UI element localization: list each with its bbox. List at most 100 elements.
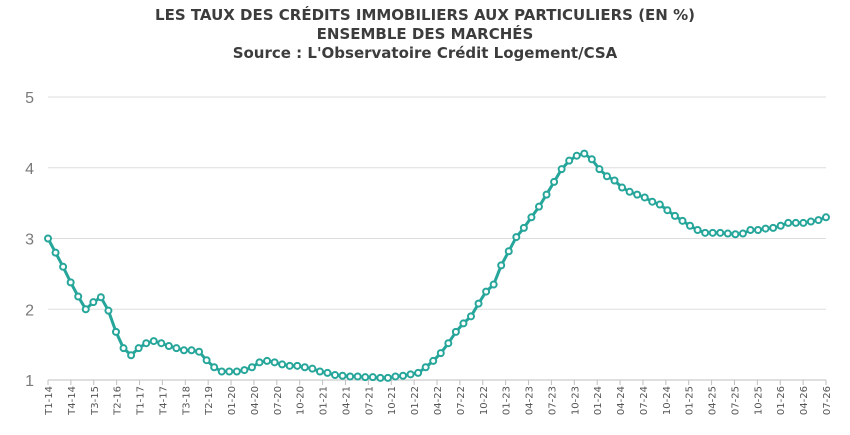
- data-point: [104, 306, 113, 315]
- x-tick-label: 07-20: [273, 386, 284, 415]
- data-point: [769, 223, 778, 232]
- data-point: [96, 293, 105, 302]
- data-point: [822, 213, 830, 222]
- data-point: [202, 356, 211, 365]
- data-point: [247, 363, 256, 372]
- data-point: [376, 373, 385, 382]
- data-point: [142, 339, 151, 348]
- x-tick-label: 01-25: [685, 386, 696, 415]
- data-point: [232, 367, 241, 376]
- data-point: [444, 339, 453, 348]
- x-tick-label: T1-14: [44, 386, 55, 416]
- data-point: [127, 351, 136, 360]
- data-point: [708, 228, 717, 237]
- data-point: [602, 172, 611, 181]
- data-point: [361, 373, 370, 382]
- data-point: [459, 319, 468, 328]
- data-point: [399, 371, 408, 380]
- x-tick-label: 07-24: [639, 386, 650, 415]
- data-point: [157, 339, 166, 348]
- y-axis-ticks: 1 2 3 4 5: [25, 90, 34, 390]
- x-tick-label: 01-20: [227, 386, 238, 415]
- y-tick-label: 1: [25, 373, 34, 390]
- x-tick-label: T3-15: [90, 386, 101, 416]
- data-point: [285, 361, 294, 370]
- data-point: [353, 372, 362, 381]
- x-tick-label: 01-26: [776, 386, 787, 415]
- data-point: [731, 230, 740, 239]
- x-tick-label: T1-17: [136, 386, 147, 416]
- data-point: [670, 211, 679, 220]
- data-point: [119, 344, 128, 353]
- data-point: [278, 360, 287, 369]
- data-point: [482, 287, 491, 296]
- x-tick-label: 04-23: [525, 386, 536, 415]
- x-tick-label: 04-22: [433, 386, 444, 415]
- x-tick-label: 01-22: [410, 386, 421, 415]
- data-point: [519, 223, 528, 232]
- data-point: [784, 218, 793, 227]
- data-point: [655, 200, 664, 209]
- data-point: [74, 292, 83, 301]
- data-point: [663, 206, 672, 215]
- x-tick-label: 07-22: [456, 386, 467, 415]
- x-tick-label: T4-14: [67, 386, 78, 416]
- data-point: [134, 344, 143, 353]
- x-tick-label: 01-21: [319, 386, 330, 415]
- gridlines: [48, 96, 826, 381]
- data-point: [716, 228, 725, 237]
- data-point: [263, 356, 272, 365]
- data-point: [618, 183, 627, 192]
- data-point: [331, 371, 340, 380]
- data-point: [512, 233, 521, 242]
- y-tick-label: 4: [25, 161, 34, 178]
- data-point: [51, 248, 60, 257]
- data-point: [693, 226, 702, 235]
- data-point: [270, 358, 279, 367]
- data-point: [89, 298, 98, 307]
- data-point: [466, 312, 475, 321]
- x-axis: T1-14 T4-14 T3-15 T2-16 T1-17 T4-17 T3-18 T2-19…: [44, 379, 833, 416]
- data-point: [754, 226, 763, 235]
- x-tick-label: 10-24: [662, 386, 673, 415]
- x-tick-label: 04-21: [341, 386, 352, 415]
- x-tick-label: 04-20: [250, 386, 261, 415]
- data-point: [572, 151, 581, 160]
- x-tick-label: 04-25: [708, 386, 719, 415]
- data-point: [633, 190, 642, 199]
- data-point: [421, 363, 430, 372]
- data-point: [723, 229, 732, 238]
- data-point: [225, 367, 234, 376]
- data-point: [497, 261, 506, 270]
- x-tick-label: 04-24: [616, 386, 627, 415]
- data-point: [210, 363, 219, 372]
- data-point: [315, 367, 324, 376]
- data-point: [686, 221, 695, 230]
- data-point: [746, 226, 755, 235]
- data-point: [550, 177, 559, 186]
- data-point: [761, 224, 770, 233]
- data-point: [383, 373, 392, 382]
- data-point: [565, 156, 574, 165]
- data-point: [701, 228, 710, 237]
- chart-title: LES TAUX DES CRÉDITS IMMOBILIERS AUX PAR…: [155, 6, 695, 24]
- data-point: [640, 193, 649, 202]
- x-tick-label: T4-17: [158, 386, 169, 416]
- chart-source: Source : L'Observatoire Crédit Logement/…: [232, 44, 618, 62]
- x-tick-label: 07-26: [822, 386, 833, 415]
- data-point: [187, 346, 196, 355]
- chart-titles: LES TAUX DES CRÉDITS IMMOBILIERS AUX PAR…: [0, 6, 850, 63]
- x-tick-label: 01-23: [502, 386, 513, 415]
- data-point: [44, 234, 52, 243]
- data-point: [489, 280, 498, 289]
- data-point: [414, 368, 423, 377]
- chart-subtitle: ENSEMBLE DES MARCHÉS: [316, 25, 534, 43]
- x-tick-label: 01-24: [593, 386, 604, 415]
- data-point: [368, 373, 377, 382]
- data-point: [474, 299, 483, 308]
- data-point: [610, 176, 619, 185]
- x-tick-label: T2-16: [113, 386, 124, 416]
- x-tick-label: 07-23: [547, 386, 558, 415]
- data-point: [534, 202, 543, 211]
- data-point: [791, 218, 800, 227]
